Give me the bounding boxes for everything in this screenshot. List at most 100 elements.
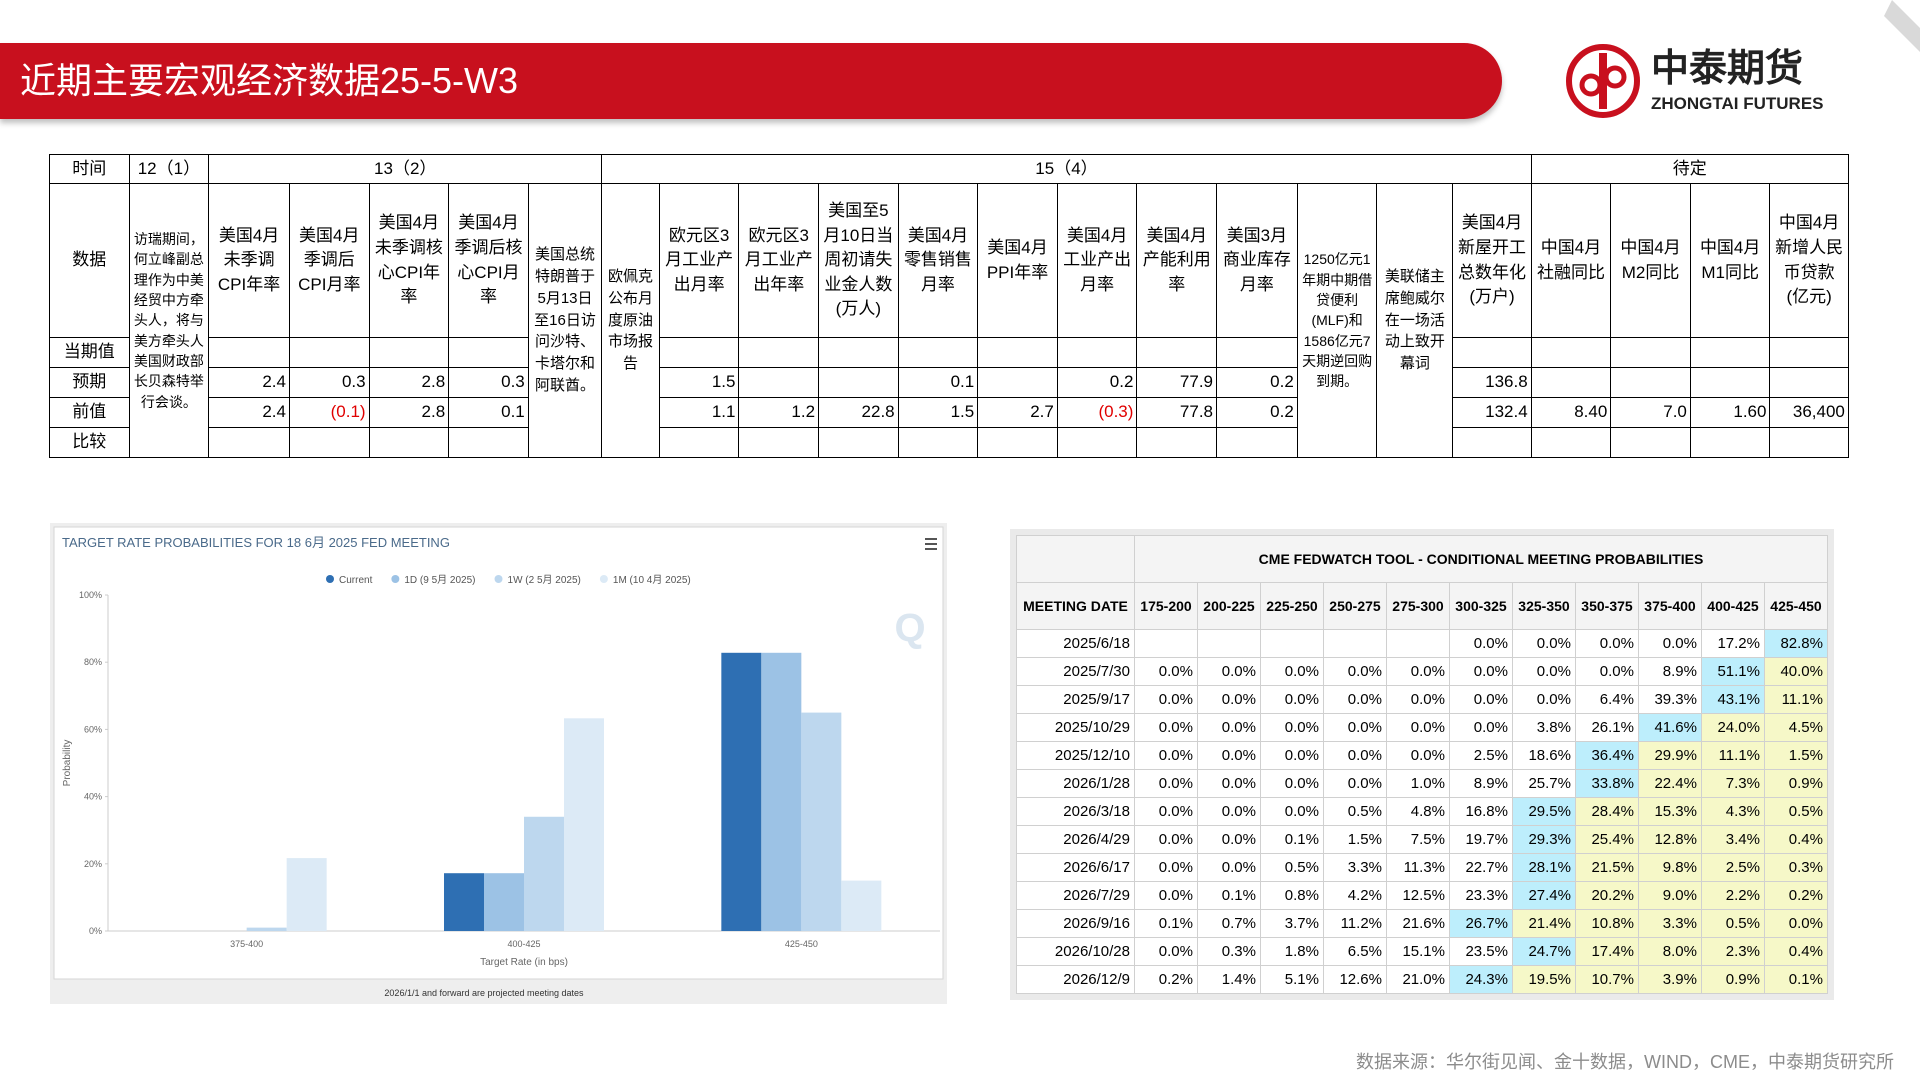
value-cell (368, 427, 450, 458)
corner-mark (1884, 0, 1920, 52)
indicator-name: 中国4月M1同比 (1689, 183, 1771, 338)
table-row: 2025/6/18 0.0% 0.0% 0.0% 0.0% 17.2% 82.8% (1016, 629, 1828, 658)
probability-cell: 0.1% (1260, 825, 1324, 854)
value-cell (818, 427, 899, 458)
event-cell: 美国总统特朗普于5月13日至16日访问沙特、卡塔尔和阿联酋。 (527, 183, 603, 458)
legend-marker (599, 575, 608, 583)
value-cell: 0.3 (288, 367, 370, 398)
meeting-date: 2026/9/16 (1016, 909, 1135, 938)
probability-cell: 0.0% (1638, 629, 1702, 658)
probability-cell: 0.0% (1197, 713, 1261, 742)
bar (444, 873, 484, 931)
value-cell: 1.5 (658, 367, 740, 398)
value-cell (658, 427, 740, 458)
probability-cell: 7.3% (1701, 769, 1765, 798)
probability-cell: 8.9% (1449, 769, 1513, 798)
table-row: MEETING DATE 175-200 200-225 225-250 250-275… (1016, 582, 1828, 630)
probability-cell: 33.8% (1575, 769, 1639, 798)
probability-cell: 7.5% (1386, 825, 1450, 854)
indicator-name: 欧元区3月工业产出年率 (738, 183, 820, 338)
x-tick-label: 425-450 (785, 939, 818, 949)
legend-marker (494, 575, 503, 583)
column-header: 275-300 (1386, 582, 1450, 630)
value-cell (897, 337, 979, 368)
value-cell: 0.1 (897, 367, 979, 398)
meeting-date: 2025/10/29 (1016, 713, 1135, 742)
table-row: 2026/12/9 0.2% 1.4% 5.1% 12.6% 21.0% 24.3% 19.5… (1016, 965, 1828, 994)
value-cell (448, 337, 529, 368)
probability-cell: 0.1% (1134, 909, 1198, 938)
probability-cell: 2.5% (1701, 853, 1765, 882)
logo: 中泰期货 ZHONGTAI FUTURES (1565, 43, 1865, 119)
value-cell (818, 367, 899, 398)
table-row: 2026/6/17 0.0% 0.0% 0.5% 3.3% 11.3% 22.7% 28.1%… (1016, 853, 1828, 882)
probability-cell: 0.0% (1134, 713, 1198, 742)
logo-graphic: 中泰期货 ZHONGTAI FUTURES (1566, 44, 1824, 118)
probability-cell: 0.0% (1134, 797, 1198, 826)
fedwatch-table: CME FEDWATCH TOOL - CONDITIONAL MEETING … (1016, 535, 1828, 994)
probability-cell: 12.5% (1386, 881, 1450, 910)
legend-label: 1D (9 5月 2025) (404, 574, 475, 586)
indicator-name: 中国4月新增人民币贷款(亿元) (1769, 183, 1849, 338)
probability-cell: 25.7% (1512, 769, 1576, 798)
probability-cell: 43.1% (1701, 685, 1765, 714)
probability-cell: 24.0% (1701, 713, 1765, 742)
probability-cell: 24.7% (1512, 937, 1576, 966)
event-cell: 欧佩克公布月度原油市场报告 (601, 183, 660, 458)
row-label: 前值 (49, 397, 130, 428)
probability-cell: 11.3% (1386, 853, 1450, 882)
probability-cell: 0.9% (1764, 769, 1828, 798)
probability-cell: 0.5% (1323, 797, 1387, 826)
probability-cell: 3.4% (1701, 825, 1765, 854)
menu-icon[interactable] (925, 538, 937, 550)
probability-cell: 0.0% (1512, 629, 1576, 658)
probability-cell: 23.3% (1449, 881, 1513, 910)
meeting-date: 2025/7/30 (1016, 657, 1135, 686)
meeting-date: 2026/1/28 (1016, 769, 1135, 798)
probability-cell: 22.7% (1449, 853, 1513, 882)
probability-cell: 0.0% (1134, 881, 1198, 910)
column-header: 400-425 (1701, 582, 1765, 630)
probability-cell: 28.4% (1575, 797, 1639, 826)
probability-cell: 0.5% (1260, 853, 1324, 882)
probability-cell: 0.0% (1134, 657, 1198, 686)
probability-cell: 3.9% (1638, 965, 1702, 994)
probability-cell: 0.0% (1449, 685, 1513, 714)
value-cell (738, 427, 820, 458)
probability-cell: 0.0% (1449, 713, 1513, 742)
indicator-name: 美国4月产能利用率 (1136, 183, 1218, 338)
probability-cell: 2.5% (1449, 741, 1513, 770)
value-cell (977, 427, 1058, 458)
probability-cell: 1.4% (1197, 965, 1261, 994)
rate-probability-chart: Q TARGET RATE PROBABILITIES FOR 18 6月 20… (50, 523, 947, 1004)
probability-cell: 0.0% (1197, 741, 1261, 770)
probability-cell: 25.4% (1575, 825, 1639, 854)
indicator-name: 美国4月PPI年率 (977, 183, 1058, 338)
probability-cell: 40.0% (1764, 657, 1828, 686)
value-cell: 132.4 (1452, 397, 1532, 428)
value-cell (1610, 337, 1691, 368)
probability-cell: 0.0% (1134, 685, 1198, 714)
probability-cell: 3.7% (1260, 909, 1324, 938)
y-tick-label: 0% (89, 926, 102, 936)
probability-cell: 21.6% (1386, 909, 1450, 938)
y-tick-label: 100% (79, 590, 102, 600)
table-row: 2025/7/30 0.0% 0.0% 0.0% 0.0% 0.0% 0.0% 0.0% 0.0… (1016, 657, 1828, 686)
table-row: 2025/12/10 0.0% 0.0% 0.0% 0.0% 0.0% 2.5% 18.6% 3… (1016, 741, 1828, 770)
value-cell (738, 337, 820, 368)
probability-cell: 0.0% (1764, 909, 1828, 938)
source-note: 数据来源：华尔街见闻、金十数据，WIND，CME，中泰期货研究所 (1356, 1052, 1894, 1072)
probability-cell: 0.0% (1197, 825, 1261, 854)
probability-cell: 16.8% (1449, 797, 1513, 826)
macro-table: 时间 12（1） 13（2） 15（4） 待定 数据 访瑞期间，何立峰副总理作为中美经贸中方… (49, 154, 1849, 458)
table-row: 2026/1/28 0.0% 0.0% 0.0% 0.0% 1.0% 8.9% 25.7% 33… (1016, 769, 1828, 798)
corner-cell (1016, 535, 1135, 583)
probability-cell: 0.0% (1323, 713, 1387, 742)
probability-cell: 8.0% (1638, 937, 1702, 966)
chart-note: 2026/1/1 and forward are projected meeti… (384, 988, 584, 998)
probability-cell: 51.1% (1701, 657, 1765, 686)
column-header: 225-250 (1260, 582, 1324, 630)
y-axis-label: Probability (62, 740, 73, 787)
probability-cell: 15.1% (1386, 937, 1450, 966)
value-cell: 1.1 (658, 397, 740, 428)
